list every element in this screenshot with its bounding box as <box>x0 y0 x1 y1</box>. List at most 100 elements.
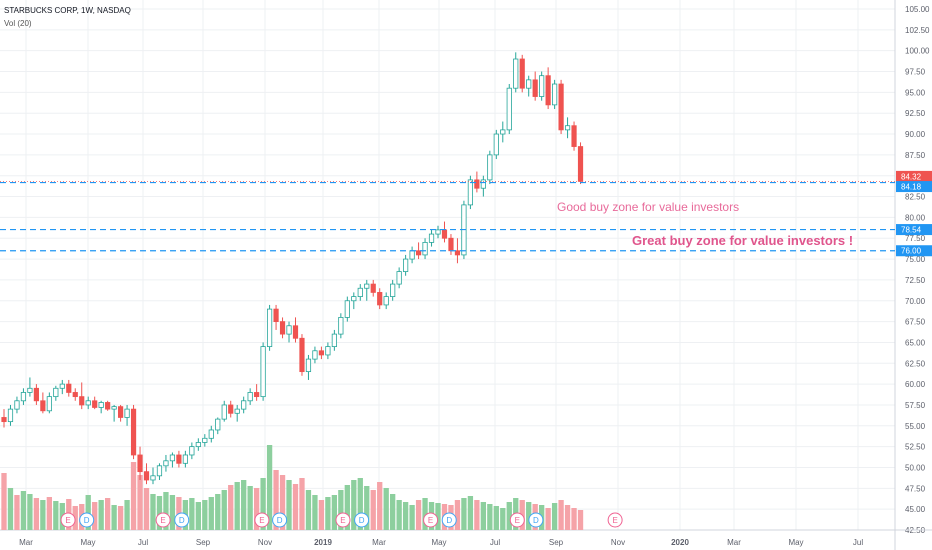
candle-body <box>390 283 396 297</box>
candle-body <box>344 300 350 318</box>
candle-body <box>234 408 240 414</box>
volume-bar <box>318 500 325 530</box>
price-tag <box>896 224 932 236</box>
volume-bar <box>14 495 20 530</box>
event-marker-label: D <box>533 516 539 525</box>
candle-body <box>480 179 486 189</box>
earnings-marker-icon <box>607 512 623 528</box>
volume-bar <box>253 488 260 530</box>
earnings-marker-icon <box>155 512 171 528</box>
volume-bar <box>435 503 441 530</box>
candle-body <box>415 250 422 256</box>
volume-bar <box>325 497 331 530</box>
candle-body <box>383 296 389 306</box>
volume-bar <box>577 510 584 530</box>
volume-bar <box>279 475 286 530</box>
volume-bar <box>377 482 383 530</box>
volume-bar <box>137 475 143 530</box>
volume-bar <box>461 498 467 530</box>
volume-bar <box>422 498 428 530</box>
candle-body <box>72 392 78 398</box>
candle-body <box>396 271 402 285</box>
volume-bar <box>150 494 156 530</box>
candle-body <box>40 400 46 412</box>
volume-bar <box>143 488 150 530</box>
candle-body <box>487 154 493 181</box>
volume-bar <box>104 498 111 530</box>
candle-body <box>202 437 208 443</box>
event-marker-label: E <box>259 516 264 525</box>
y-tick-label: 82.50 <box>905 193 926 202</box>
x-tick-label: Nov <box>258 538 272 547</box>
price-tag-label: 84.32 <box>901 172 922 181</box>
volume-bar <box>247 486 253 530</box>
candle-body <box>331 333 337 348</box>
volume-bar <box>292 484 299 530</box>
y-tick-label: 65.00 <box>905 338 926 347</box>
volume-bar <box>130 462 137 530</box>
candle-body <box>448 237 454 252</box>
y-tick-label: 52.50 <box>905 443 926 452</box>
symbol-label: STARBUCKS CORP, 1W, NASDAQ <box>4 6 131 15</box>
volume-bar <box>487 504 493 530</box>
candle-body <box>519 58 525 89</box>
candle-body <box>156 465 163 477</box>
candle-body <box>292 325 299 339</box>
x-tick-label: 2020 <box>671 538 689 547</box>
dividend-marker-icon <box>441 512 457 528</box>
candle-body <box>130 408 137 456</box>
volume-bar <box>545 508 551 530</box>
volume-bar <box>564 505 571 530</box>
volume-bar <box>396 500 402 530</box>
candle-body <box>189 446 195 456</box>
candle-body <box>351 296 357 302</box>
candle-body <box>564 125 571 131</box>
y-tick-label: 97.50 <box>905 68 926 77</box>
volume-bar <box>312 495 318 530</box>
y-tick-label: 87.50 <box>905 151 926 160</box>
x-tick-label: Mar <box>372 538 386 547</box>
candle-body <box>422 242 428 256</box>
volume-bar <box>364 486 370 530</box>
candle-body <box>208 429 214 439</box>
great-buy-zone-annotation: Great buy zone for value investors ! <box>632 233 854 248</box>
y-tick-label: 50.00 <box>905 463 926 472</box>
earnings-marker-icon <box>423 512 439 528</box>
volume-bar <box>558 500 564 530</box>
y-tick-label: 80.00 <box>905 213 926 222</box>
candle-body <box>215 418 221 431</box>
x-tick-label: Sep <box>549 538 564 547</box>
candle-body <box>454 250 461 256</box>
volume-bar <box>370 490 376 530</box>
y-tick-label: 55.00 <box>905 422 926 431</box>
y-tick-label: 67.50 <box>905 318 926 327</box>
candle-body <box>33 387 39 402</box>
candle-body <box>357 287 363 297</box>
dividend-marker-icon <box>354 512 370 528</box>
x-tick-label: Jul <box>138 538 148 547</box>
volume-bar <box>111 505 117 530</box>
x-tick-label: Sep <box>196 538 211 547</box>
volume-bar <box>344 485 350 530</box>
event-marker-label: E <box>612 516 617 525</box>
candle-body <box>176 454 182 464</box>
price-tag <box>896 181 932 193</box>
volume-bar <box>266 445 273 530</box>
candle-body <box>545 75 551 106</box>
candle-body <box>182 454 188 464</box>
candle-body <box>403 258 409 272</box>
volume-bar <box>27 494 33 530</box>
y-tick-label: 60.00 <box>905 380 926 389</box>
candle-body <box>409 250 415 260</box>
volume-bar <box>338 490 344 530</box>
candle-body <box>169 454 176 462</box>
y-tick-label: 92.50 <box>905 109 926 118</box>
x-tick-label: May <box>788 538 803 547</box>
candle-body <box>370 283 376 293</box>
candle-body <box>254 392 260 398</box>
volume-bar <box>208 497 214 530</box>
candle-body <box>98 402 104 408</box>
candle-body <box>137 454 143 473</box>
candle-body <box>111 406 117 410</box>
